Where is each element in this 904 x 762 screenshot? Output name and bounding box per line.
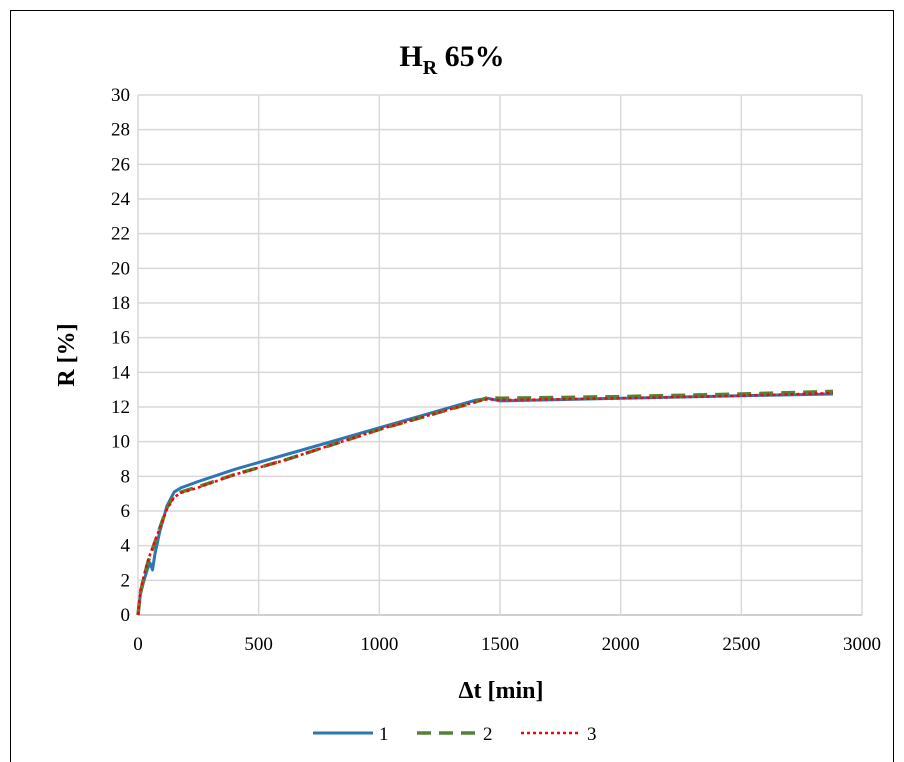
y-tick-label: 18	[111, 293, 130, 314]
chart-title: HR 65%	[399, 40, 504, 79]
legend-label-2: 2	[483, 724, 493, 745]
legend-label-3: 3	[587, 724, 597, 745]
y-tick-label: 24	[111, 189, 131, 210]
y-tick-label: 6	[121, 501, 131, 522]
y-tick-label: 26	[111, 154, 130, 175]
y-tick-label: 12	[111, 397, 130, 418]
y-axis-title: R [%]	[54, 323, 80, 386]
y-tick-label: 28	[111, 120, 130, 141]
y-tick-label: 0	[121, 605, 131, 626]
y-tick-label: 22	[111, 224, 130, 245]
legend-label-1: 1	[379, 724, 389, 745]
series-line-1	[136, 392, 834, 616]
series-layer	[136, 389, 834, 616]
x-tick-label: 3000	[843, 634, 881, 655]
legend: 1 2 3	[313, 724, 597, 745]
chart-frame	[10, 10, 894, 762]
series-line-2	[136, 389, 834, 616]
y-tick-label: 30	[111, 85, 130, 106]
y-tick-label: 14	[111, 362, 131, 383]
x-tick-label: 1500	[481, 634, 519, 655]
x-tick-label: 0	[133, 634, 143, 655]
x-axis-title: Δt [min]	[458, 678, 543, 704]
y-tick-label: 2	[121, 570, 131, 591]
x-tick-label: 500	[244, 634, 273, 655]
x-tick-label: 1000	[360, 634, 398, 655]
grid-layer	[137, 94, 863, 616]
y-tick-label: 8	[121, 466, 131, 487]
y-tick-label: 16	[111, 328, 130, 349]
y-tick-label: 10	[111, 432, 130, 453]
x-tick-label: 2500	[722, 634, 760, 655]
series-line-3	[136, 391, 834, 616]
y-tick-label: 20	[111, 258, 130, 279]
x-tick-label: 2000	[602, 634, 640, 655]
y-tick-label: 4	[121, 536, 131, 557]
